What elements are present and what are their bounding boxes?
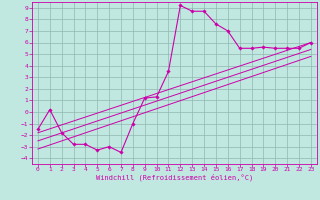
- X-axis label: Windchill (Refroidissement éolien,°C): Windchill (Refroidissement éolien,°C): [96, 174, 253, 181]
